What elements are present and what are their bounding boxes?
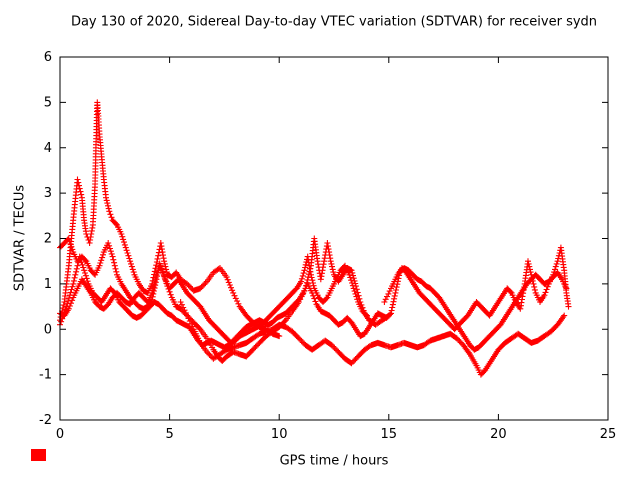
y-tick-label: 2 xyxy=(44,232,52,247)
y-tick-label: 4 xyxy=(44,141,52,156)
x-tick-label: 15 xyxy=(381,427,398,442)
y-tick-label: 1 xyxy=(44,277,52,292)
x-tick-label: 5 xyxy=(165,427,173,442)
chart-title: Day 130 of 2020, Sidereal Day-to-day VTE… xyxy=(70,14,598,30)
y-tick-label: 3 xyxy=(44,186,52,201)
y-tick-label: 5 xyxy=(44,95,52,110)
y-tick-label: -2 xyxy=(39,413,52,428)
data-markers-pass-4 xyxy=(177,299,568,378)
x-axis-label: GPS time / hours xyxy=(279,453,389,469)
plot-border xyxy=(59,56,609,421)
y-tick-label: 0 xyxy=(44,322,52,337)
data-markers-pass-1 xyxy=(57,99,283,340)
y-tick-label: -1 xyxy=(39,368,52,383)
legend-swatch xyxy=(31,449,46,461)
x-tick-label: 20 xyxy=(490,427,507,442)
x-tick-label: 25 xyxy=(600,427,617,442)
x-tick-label: 10 xyxy=(271,427,288,442)
x-tick-label: 0 xyxy=(56,427,64,442)
y-tick-label: 6 xyxy=(44,50,52,65)
data-markers-pass-5 xyxy=(381,244,572,333)
